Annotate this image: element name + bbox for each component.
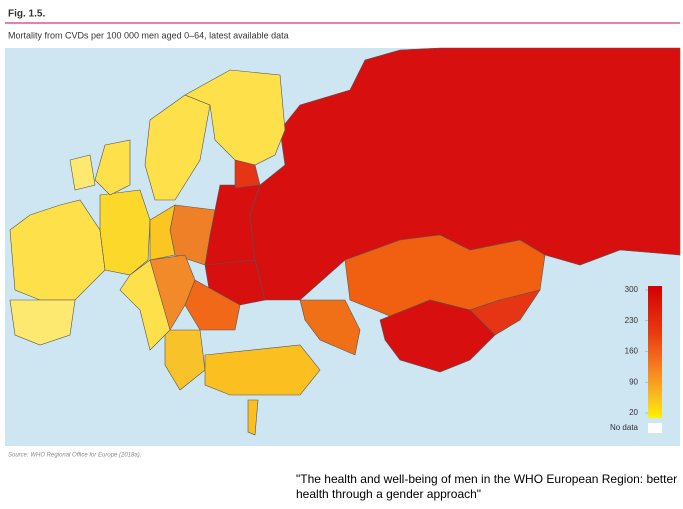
legend-tick-label: 160 <box>625 347 639 356</box>
legend-tick-label: 230 <box>625 316 639 325</box>
caption: "The health and well-being of men in the… <box>296 472 678 501</box>
map <box>9 47 681 436</box>
no-data-swatch <box>648 423 662 433</box>
legend-scale <box>648 286 662 418</box>
figure-title: Mortality from CVDs per 100 000 men aged… <box>8 30 289 40</box>
legend-tick-label: 20 <box>629 408 638 417</box>
no-data-label: No data <box>610 423 639 432</box>
figure-number: Fig. 1.5. <box>8 9 45 20</box>
legend-tick-label: 90 <box>629 377 638 386</box>
legend-tick-label: 300 <box>625 285 639 294</box>
source: Source: WHO Regional Office for Europe (… <box>8 453 141 459</box>
figure: Fig. 1.5. Mortality from CVDs per 100 00… <box>5 9 681 459</box>
